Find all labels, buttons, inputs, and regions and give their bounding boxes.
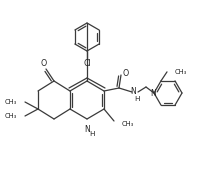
Text: CH₃: CH₃: [5, 113, 17, 119]
Text: H: H: [134, 96, 140, 102]
Text: H: H: [89, 131, 95, 137]
Text: O: O: [41, 58, 47, 68]
Text: CH₃: CH₃: [122, 121, 134, 127]
Text: CH₃: CH₃: [175, 69, 187, 75]
Text: Cl: Cl: [83, 58, 91, 68]
Text: N: N: [84, 125, 90, 134]
Text: N: N: [150, 89, 156, 98]
Text: O: O: [123, 68, 129, 77]
Text: N: N: [130, 87, 136, 96]
Text: CH₃: CH₃: [5, 99, 17, 105]
